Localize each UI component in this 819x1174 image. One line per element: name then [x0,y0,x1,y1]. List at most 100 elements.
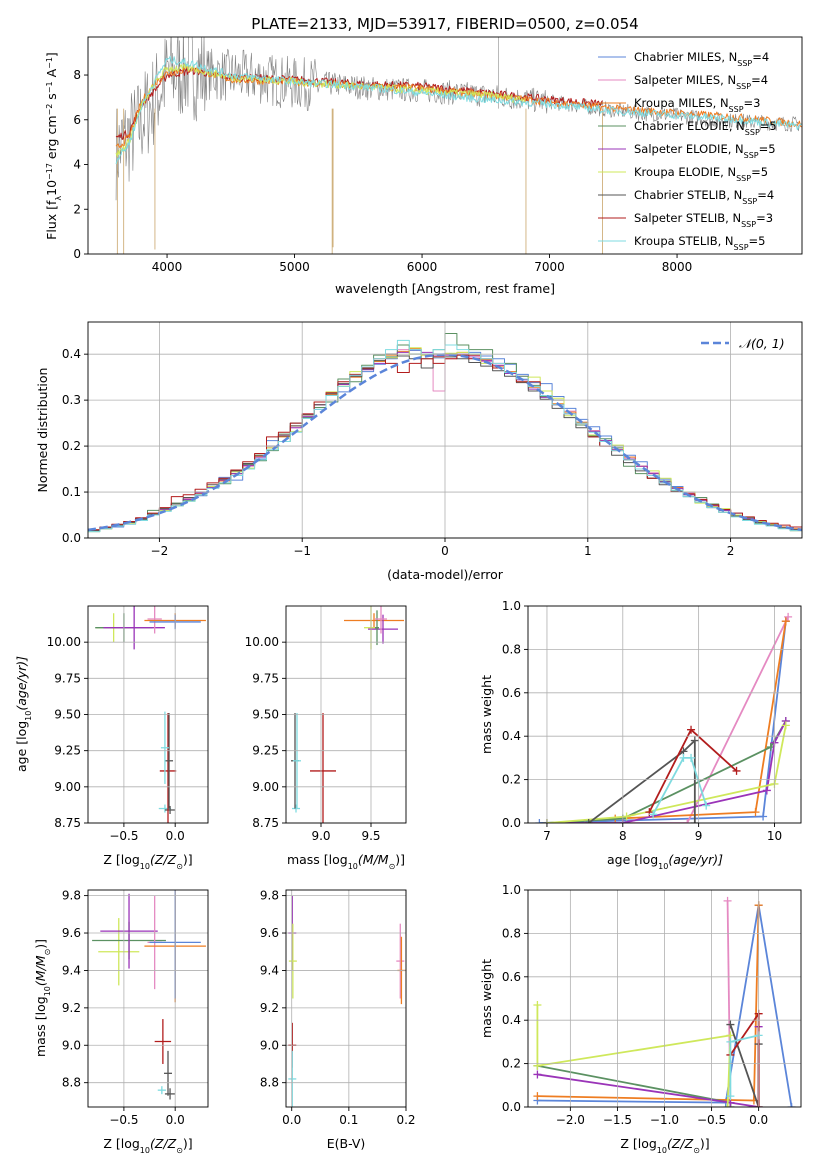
mass-Z-y-label-part: (M/M [33,955,48,986]
weight-vs-age-series-marker [535,819,544,823]
y-tick-label: 9.2 [260,1001,279,1015]
age-vs-mass-point [293,713,301,809]
age-vs-Z-point [160,711,169,784]
x-tick-label: 4000 [152,260,183,274]
y-tick-label: 0.6 [502,970,521,984]
age-mass-x-label-part: ⊙ [389,862,396,871]
mass-vs-EBV-point [288,923,297,999]
weight-age-x-label-part: 10 [658,862,668,871]
weight-Z-x-label-part: Z [log [620,1136,656,1151]
y-tick-label: 0.0 [502,816,521,830]
spectrum-axes: 4000 5000 6000 7000 8000 0 2 4 6 8 wavelength [Ang… [44,36,803,296]
legend-entry-part: =4 [752,50,769,64]
weight-Z-x-label-part: (Z/Z [667,1136,694,1151]
age-Z-y-label: age [log10(age/yr)] [14,656,33,772]
age-vs-mass-point [292,804,300,813]
legend-entry-part: =4 [751,73,768,87]
weight-vs-age-y-label: mass weight [479,675,494,754]
y-tick-label: 9.00 [252,780,279,794]
weight-Z-x-label-part: 10 [657,1146,667,1155]
figure-title: PLATE=2133, MJD=53917, FIBERID=0500, z=0… [251,15,638,33]
mass-vs-Z-plot-area [92,890,206,1100]
legend-entry-part: SSP [729,105,744,114]
spectrum-y-label-part: Flux [f [44,200,59,240]
y-tick-label: 0.2 [502,773,521,787]
age-mass-x-label: mass [log10(M/M⊙)] [287,852,405,871]
weight-vs-Z-series-marker [726,1092,735,1101]
weight-vs-Z-series-marker [533,1061,542,1070]
weight-vs-age-series-marker [687,725,696,734]
x-tick-label: −0.5 [109,829,138,843]
x-tick-label: 0.0 [166,829,185,843]
legend-entry-part: Kroupa MILES, N [634,96,729,110]
weight-vs-age-series-marker [690,819,699,823]
weight-vs-age-series-chabrier-stelib [588,739,696,823]
x-tick-label: −0.5 [697,1113,726,1127]
weight-vs-Z-series-marker [533,1092,542,1101]
spectrum-y-label-part: −17 [45,163,54,180]
y-tick-label: 0.2 [502,1057,521,1071]
x-tick-label: 8000 [662,260,693,274]
weight-vs-age-series-kroupa-elodie [546,725,787,823]
age-vs-Z-plot-area [95,606,206,823]
y-tick-label: 0.0 [62,531,81,545]
weight-vs-age-series-marker [759,812,768,821]
axes-frame [87,36,803,255]
legend-entry-part: SSP [736,174,751,183]
x-tick-label: −0.5 [109,1113,138,1127]
y-tick-label: 0.1 [62,485,81,499]
x-tick-label: 5000 [279,260,310,274]
weight-vs-age-series-marker [762,786,771,795]
weight-vs-Z-series-marker [787,1103,796,1107]
spectrum-y-label-part: s [44,93,59,104]
y-tick-label: 0.4 [502,729,521,743]
weight-vs-Z-axes: −2.0 −1.5 −1.0 −0.5 0.0 0.0 0.2 0.4 0.6 0.8 1.0 mas… [479,883,802,1155]
age-Z-x-label-part: (Z/Z [150,852,177,867]
legend-entry-part: SSP [745,128,760,137]
legend-entry-part: =3 [756,211,773,225]
x-tick-label: −1.0 [650,1113,679,1127]
y-tick-label: 0.3 [62,393,81,407]
y-tick-label: 9.50 [54,708,81,722]
weight-vs-age-series-marker [781,721,790,730]
legend-entry-part: Chabrier MILES, N [634,50,737,64]
mass-Z-y-label-part: 10 [43,986,52,996]
weight-age-x-label-part: age [log [607,852,658,867]
x-tick-label: 0 [441,544,449,558]
age-mass-x-label-part: (M/M [358,852,389,867]
legend-entry-part: Chabrier ELODIE, N [634,119,745,133]
legend-entry: Kroupa ELODIE, NSSP=5 [634,165,768,183]
weight-vs-Z-series-marker [726,1020,735,1029]
axes-frame [87,889,209,1108]
legend-entry-part: =4 [757,188,774,202]
weight-vs-Z-series-marker [533,1070,542,1079]
y-tick-label: 1.0 [502,599,521,613]
weight-vs-age-series-marker [702,801,711,810]
age-Z-y-label-part: 10 [24,711,33,721]
residuals-axes: −2 −1 0 1 2 0.0 0.1 0.2 0.3 0.4 (data-model)/error… [35,321,803,582]
weight-vs-age-series-chabrier-miles [539,621,787,823]
weight-vs-age-series-salpeter-miles [584,616,789,823]
mass-vs-Z-point [157,1086,166,1095]
weight-vs-age-series-marker [683,819,692,823]
y-tick-label: 0 [73,247,81,261]
age-Z-y-label-part: (age/yr)] [14,656,29,711]
spectrum-y-label-part: −1 [45,57,54,69]
weight-vs-Z-y-label: mass weight [479,959,494,1038]
x-tick-label: 9.5 [361,829,380,843]
y-tick-label: 9.75 [252,671,279,685]
mass-vs-EBV-axes: 0.0 0.1 0.2 8.8 9.0 9.2 9.4 9.6 9.8 E(B-V) [260,889,416,1151]
axes-frame [527,605,802,824]
y-tick-label: 9.0 [260,1038,279,1052]
weight-vs-age-series-marker [622,812,631,821]
legend-entry-part: =3 [744,96,761,110]
weight-vs-Z-series-chabrier-miles [537,904,793,1107]
mass-Z-x-label-part: Z [log [103,1136,139,1151]
legend-entry-part: =5 [760,119,777,133]
mass-Z-x-label-part: )] [183,1136,193,1151]
legend-entry: Kroupa MILES, NSSP=3 [634,96,760,114]
spectrum-plot-area [115,37,802,254]
